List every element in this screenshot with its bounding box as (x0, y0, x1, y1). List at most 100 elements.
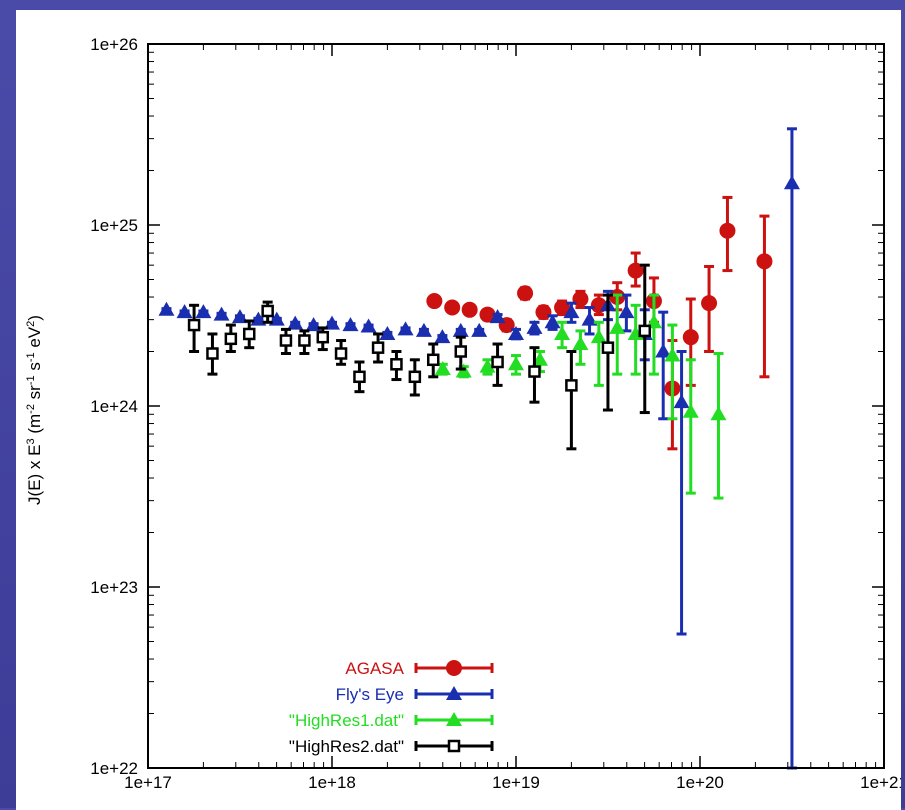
data-point (508, 356, 524, 371)
data-point (415, 322, 432, 337)
data-point (176, 304, 193, 319)
y-tick-label: 1e+23 (90, 578, 138, 597)
data-point (461, 301, 478, 318)
series-1 (158, 127, 800, 770)
x-tick-label: 1e+19 (492, 773, 540, 792)
data-point (479, 306, 496, 323)
data-point (489, 309, 506, 324)
legend-label: "HighRes2.dat" (289, 737, 404, 756)
data-point (158, 301, 175, 316)
x-tick-label: 1e+21 (860, 773, 901, 792)
data-point (572, 336, 589, 351)
data-point (206, 347, 219, 360)
x-tick-label: 1e+20 (676, 773, 724, 792)
data-point (563, 304, 580, 319)
data-point (535, 304, 552, 321)
data-point (454, 345, 468, 358)
y-tick-label: 1e+25 (90, 216, 138, 235)
data-point (682, 403, 699, 418)
data-point (618, 304, 635, 319)
data-point (224, 332, 238, 346)
chart-plot: 1e+17 1e+18 1e+19 1e+20 1e+21 1e+22 1e+23 1e+24… (25, 35, 901, 792)
data-point (609, 319, 626, 334)
legend: AGASA Fly's Eye "HighRes1.dat" "HighRes2.da… (289, 659, 494, 756)
data-point (187, 318, 201, 332)
data-point (426, 293, 443, 310)
data-point (479, 358, 496, 373)
data-point (426, 353, 440, 367)
data-point (287, 315, 304, 330)
data-point (601, 341, 615, 354)
series-3 (187, 263, 652, 451)
data-point (305, 317, 322, 332)
data-point (242, 327, 256, 341)
data-point (756, 253, 773, 270)
data-point (565, 379, 578, 392)
data-point (390, 358, 403, 371)
data-point (195, 304, 212, 319)
y-tick-label: 1e+26 (90, 35, 138, 54)
data-point (638, 324, 652, 338)
data-point (334, 347, 348, 360)
data-point (531, 351, 548, 366)
x-tick-label: 1e+17 (124, 773, 172, 792)
data-point (554, 325, 571, 340)
data-point (655, 343, 672, 358)
data-point (397, 321, 414, 336)
data-point (673, 394, 690, 409)
legend-label: Fly's Eye (336, 685, 404, 704)
data-point (371, 341, 385, 354)
data-point (324, 315, 340, 330)
data-point (719, 222, 736, 239)
data-point (701, 295, 718, 312)
y-tick-label: 1e+22 (90, 759, 138, 778)
data-point (526, 319, 543, 334)
data-point (434, 361, 451, 376)
data-point (491, 355, 504, 369)
series-2 (434, 293, 727, 500)
y-axis-label: J(E) x E3 (m-2 sr-1 s-1 eV2) (25, 315, 44, 505)
data-point (471, 322, 488, 337)
chart-data-layer (158, 127, 800, 770)
data-point (682, 329, 699, 346)
legend-marker (446, 712, 462, 726)
data-point (444, 299, 461, 316)
data-point (279, 334, 293, 347)
data-point (710, 406, 727, 421)
axis-ticks-layer: 1e+17 1e+18 1e+19 1e+20 1e+21 1e+22 1e+23 1e+24… (90, 35, 901, 792)
data-point (572, 291, 589, 308)
data-point (360, 318, 377, 333)
data-point (261, 304, 274, 318)
data-point (508, 325, 524, 340)
data-point (213, 306, 230, 321)
data-point (517, 285, 534, 302)
x-tick-label: 1e+18 (308, 773, 356, 792)
data-point (452, 322, 469, 337)
data-point (250, 311, 267, 326)
data-point (528, 365, 541, 378)
y-tick-label: 1e+24 (90, 397, 138, 416)
data-point (342, 317, 359, 332)
data-point (664, 347, 681, 362)
data-point (298, 334, 311, 347)
data-point (408, 370, 422, 384)
data-point (268, 311, 285, 326)
legend-label: "HighRes1.dat" (289, 711, 404, 730)
data-point (379, 325, 396, 340)
data-point (434, 329, 451, 344)
data-point (544, 314, 561, 329)
data-point (627, 262, 644, 279)
data-point (783, 175, 800, 190)
data-point (231, 309, 248, 324)
legend-label: AGASA (345, 659, 404, 678)
legend-marker (446, 660, 462, 676)
legend-marker (446, 686, 462, 700)
data-point (353, 370, 366, 384)
plot-frame (147, 43, 885, 769)
legend-marker (447, 739, 461, 753)
data-point (554, 299, 571, 316)
data-point (316, 330, 330, 344)
slide-panel: 1e+17 1e+18 1e+19 1e+20 1e+21 1e+22 1e+23 1e+24… (16, 10, 901, 810)
data-point (590, 329, 607, 344)
data-point (581, 311, 598, 326)
